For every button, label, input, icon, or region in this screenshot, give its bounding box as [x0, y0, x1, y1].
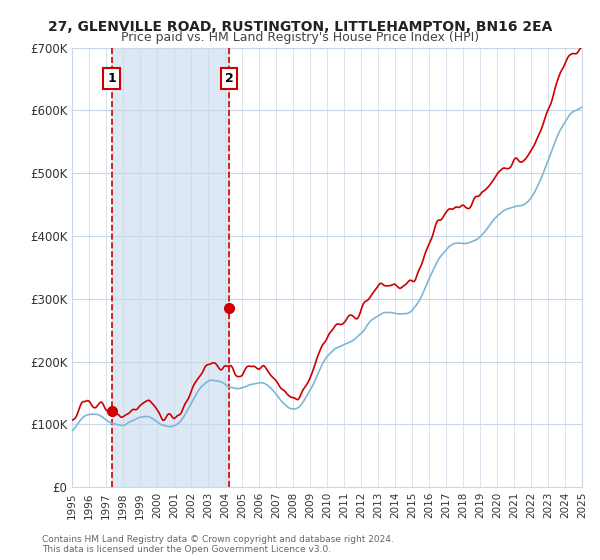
Text: Price paid vs. HM Land Registry's House Price Index (HPI): Price paid vs. HM Land Registry's House …: [121, 31, 479, 44]
Text: Contains HM Land Registry data © Crown copyright and database right 2024.
This d: Contains HM Land Registry data © Crown c…: [42, 535, 394, 554]
Text: 27, GLENVILLE ROAD, RUSTINGTON, LITTLEHAMPTON, BN16 2EA: 27, GLENVILLE ROAD, RUSTINGTON, LITTLEHA…: [48, 20, 552, 34]
Text: 2: 2: [225, 72, 233, 85]
Text: 1: 1: [107, 72, 116, 85]
Bar: [112, 48, 229, 487]
